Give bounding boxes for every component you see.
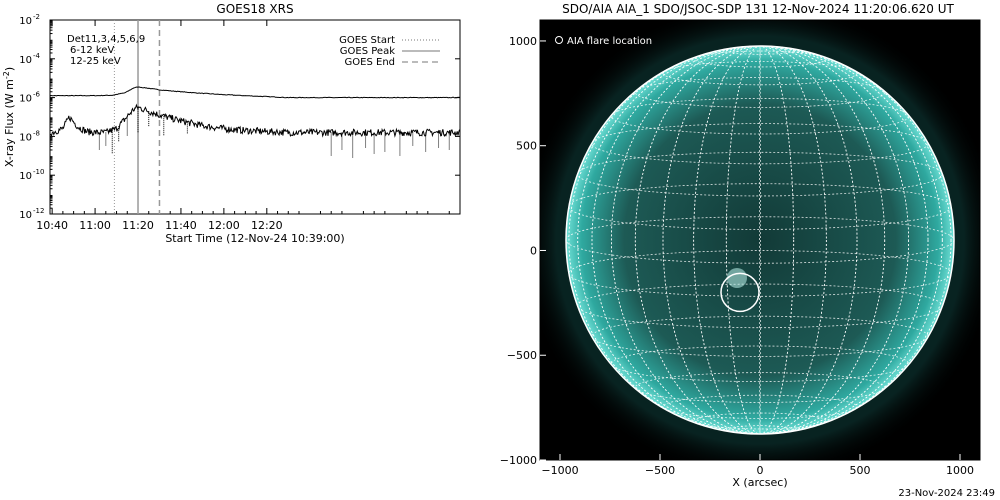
goes-y-tick-exponent: -8 <box>33 129 40 137</box>
goes-x-axis-label: Start Time (12-Nov-24 10:39:00) <box>165 232 344 245</box>
aia-x-tick-label: −1000 <box>541 464 578 477</box>
goes-x-tick-label: 11:20 <box>122 219 154 232</box>
goes-y-tick-exponent: -2 <box>33 13 40 21</box>
goes-y-tick-label: 10 <box>19 94 32 105</box>
aia-y-tick-label: −500 <box>507 349 537 362</box>
latitude-line <box>693 50 827 68</box>
latitude-line <box>725 425 795 435</box>
legend-goes-end: GOES End <box>345 57 395 68</box>
legend-aia-flare-location: AIA flare location <box>567 36 652 47</box>
goes-y-tick-label: 10 <box>19 171 32 182</box>
goes-chart-title: GOES18 XRS <box>216 2 293 16</box>
goes-x-tick-label: 11:40 <box>165 219 197 232</box>
goes-y-tick-label: 10 <box>19 16 32 27</box>
goes-long-channel-line <box>50 86 460 99</box>
goes-plot-frame <box>49 19 461 215</box>
goes-y-tick-exponent: -12 <box>33 207 44 215</box>
goes-short-channel-line <box>50 103 460 138</box>
aia-y-tick-label: 0 <box>530 244 537 257</box>
goes-x-tick-label: 11:00 <box>79 219 111 232</box>
aia-y-tick-label: −1000 <box>500 454 537 467</box>
aia-x-tick-label: 500 <box>850 464 871 477</box>
band-low-annotation: 6-12 keV <box>70 45 114 56</box>
flare-location-marker <box>720 272 760 313</box>
aia-image-title: SDO/AIA AIA_1 SDO/JSOC-SDP 131 12-Nov-20… <box>562 2 954 16</box>
latitude-line <box>634 77 886 108</box>
goes-y-tick-label: 10 <box>19 210 32 221</box>
goes-y-tick-label: 10 <box>19 55 32 66</box>
aia-x-axis: −1000 −500 0 500 1000 <box>541 454 974 477</box>
aia-image-panel: SDO/AIA AIA_1 SDO/JSOC-SDP 131 12-Nov-20… <box>500 2 981 489</box>
goes-y-tick-label: 10 <box>19 132 32 143</box>
goes-y-axis-label: X-ray Flux (W m-2) <box>2 67 16 167</box>
legend-flare-marker-icon <box>555 36 563 44</box>
latitude-line <box>634 372 886 403</box>
goes-x-tick-label: 10:40 <box>36 219 68 232</box>
solar-limb <box>565 45 955 435</box>
band-high-annotation: 12-25 keV <box>70 56 121 67</box>
longitude-line <box>577 45 943 435</box>
goes-y-tick-exponent: -6 <box>33 91 41 99</box>
longitude-line <box>610 45 910 435</box>
generation-timestamp: 23-Nov-2024 23:49 <box>898 488 995 499</box>
aia-x-tick-label: 1000 <box>946 464 974 477</box>
goes-y-tick-exponent: -10 <box>33 168 44 176</box>
detector-annotation: Det11,3,4,5,6,9 <box>67 34 145 45</box>
legend-goes-peak: GOES Peak <box>340 46 395 57</box>
legend-goes-start: GOES Start <box>339 35 395 46</box>
goes-x-axis: 10:40 11:00 11:20 11:40 12:00 12:20 <box>36 20 450 232</box>
latitude-line <box>725 45 795 55</box>
flare-glow <box>727 268 747 288</box>
aia-x-axis-label: X (arcsec) <box>732 476 787 489</box>
longitude-line <box>568 45 952 435</box>
aia-x-tick-label: −500 <box>645 464 675 477</box>
aia-y-axis: −1000 −500 0 500 1000 <box>500 35 546 467</box>
aia-y-tick-label: 500 <box>516 140 537 153</box>
goes-legend: GOES Start GOES Peak GOES End <box>339 35 440 68</box>
goes-x-tick-label: 12:00 <box>208 219 240 232</box>
goes-short-channel-dropouts <box>98 107 450 158</box>
solar-disk <box>566 46 954 434</box>
aia-x-tick-label: 0 <box>757 464 764 477</box>
latitude-line <box>693 412 827 430</box>
aia-y-tick-label: 1000 <box>509 35 537 48</box>
goes-y-tick-exponent: -4 <box>33 52 41 60</box>
goes-x-tick-label: 12:20 <box>251 219 283 232</box>
longitude-line <box>759 45 761 435</box>
